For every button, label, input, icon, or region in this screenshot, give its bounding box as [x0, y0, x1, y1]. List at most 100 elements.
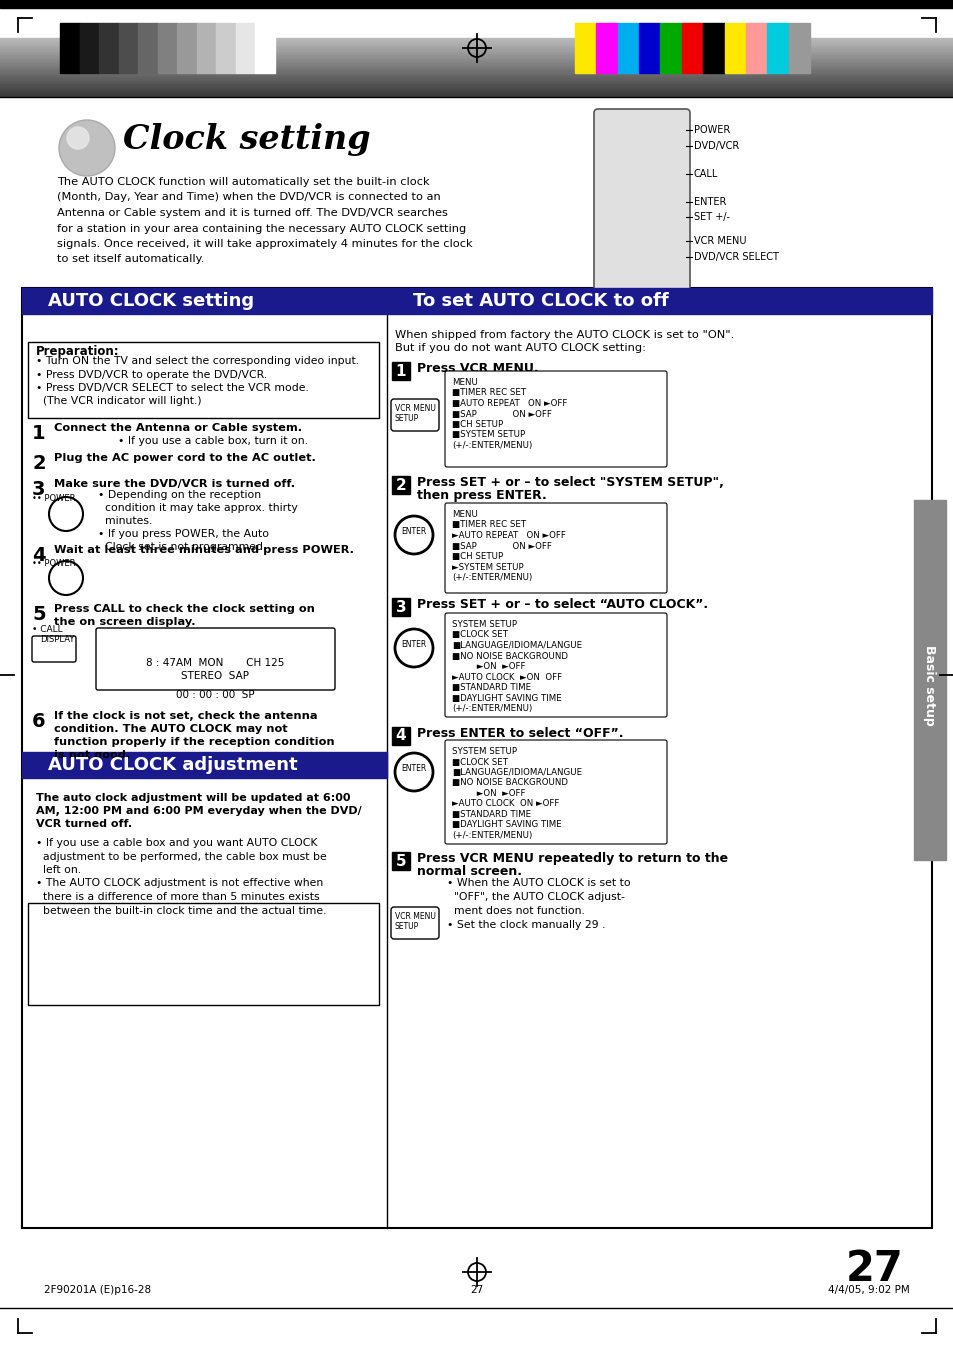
Bar [596, 23, 618, 73]
Text: Press VCR MENU.: Press VCR MENU. [416, 362, 538, 376]
Text: • Turn ON the TV and select the corresponding video input.: • Turn ON the TV and select the correspo… [36, 357, 358, 366]
Bar [157, 23, 177, 73]
FancyBboxPatch shape [444, 503, 666, 593]
Text: 1: 1 [395, 363, 406, 378]
Text: ■CH SETUP: ■CH SETUP [452, 420, 502, 430]
Text: function properly if the reception condition: function properly if the reception condi… [54, 738, 335, 747]
Text: ■CH SETUP: ■CH SETUP [452, 553, 502, 561]
Text: ■SYSTEM SETUP: ■SYSTEM SETUP [452, 431, 524, 439]
Text: ENTER: ENTER [401, 640, 426, 648]
Text: 8 : 47AM  MON       CH 125: 8 : 47AM MON CH 125 [146, 658, 284, 667]
Text: • If you use a cable box, turn it on.: • If you use a cable box, turn it on. [118, 436, 308, 446]
Text: Antenna or Cable system and it is turned off. The DVD/VCR searches: Antenna or Cable system and it is turned… [57, 208, 447, 218]
Bar [79, 23, 99, 73]
Text: 27: 27 [470, 1285, 483, 1296]
Text: • Press DVD/VCR to operate the DVD/VCR.: • Press DVD/VCR to operate the DVD/VCR. [36, 370, 267, 380]
Text: ■NO NOISE BACKGROUND: ■NO NOISE BACKGROUND [452, 778, 567, 788]
Bar [913, 500, 945, 861]
FancyBboxPatch shape [444, 613, 666, 717]
Text: 00 : 00 : 00  SP: 00 : 00 : 00 SP [175, 690, 254, 700]
Bar [22, 288, 387, 313]
Text: condition. The AUTO CLOCK may not: condition. The AUTO CLOCK may not [54, 724, 287, 734]
Text: to set itself automatically.: to set itself automatically. [57, 254, 204, 265]
Text: ►AUTO REPEAT   ON ►OFF: ►AUTO REPEAT ON ►OFF [452, 531, 565, 540]
Bar [196, 23, 216, 73]
Text: ■STANDARD TIME: ■STANDARD TIME [452, 811, 531, 819]
Text: AUTO CLOCK adjustment: AUTO CLOCK adjustment [48, 757, 297, 774]
Text: there is a difference of more than 5 minutes exists: there is a difference of more than 5 min… [36, 892, 319, 902]
Text: ■TIMER REC SET: ■TIMER REC SET [452, 520, 525, 530]
Text: Press SET + or – to select "SYSTEM SETUP",: Press SET + or – to select "SYSTEM SETUP… [416, 476, 723, 489]
Text: ■AUTO REPEAT   ON ►OFF: ■AUTO REPEAT ON ►OFF [452, 399, 567, 408]
Text: 2F90201A (E)p16-28: 2F90201A (E)p16-28 [44, 1285, 151, 1296]
Text: • CALL: • CALL [32, 626, 63, 634]
Text: ment does not function.: ment does not function. [447, 907, 584, 916]
Text: VCR MENU: VCR MENU [395, 912, 436, 921]
Text: SETUP: SETUP [395, 413, 418, 423]
Text: ■DAYLIGHT SAVING TIME: ■DAYLIGHT SAVING TIME [452, 820, 561, 830]
Text: then press ENTER.: then press ENTER. [416, 489, 546, 503]
Text: ■SAP             ON ►OFF: ■SAP ON ►OFF [452, 409, 551, 419]
Text: • If you press POWER, the Auto: • If you press POWER, the Auto [98, 530, 269, 539]
Text: STEREO  SAP: STEREO SAP [181, 671, 249, 681]
Text: ENTER: ENTER [401, 527, 426, 536]
FancyBboxPatch shape [391, 907, 438, 939]
Bar [177, 23, 196, 73]
Text: • If you use a cable box and you want AUTO CLOCK: • If you use a cable box and you want AU… [36, 838, 317, 848]
Bar [216, 23, 235, 73]
Bar [702, 23, 723, 73]
Text: minutes.: minutes. [98, 516, 152, 526]
Bar [28, 342, 378, 417]
Text: normal screen.: normal screen. [416, 865, 521, 878]
Bar [28, 902, 378, 1005]
Bar [723, 23, 745, 73]
Text: To set AUTO CLOCK to off: To set AUTO CLOCK to off [413, 292, 668, 309]
Text: 4: 4 [32, 546, 46, 565]
Text: Basic setup: Basic setup [923, 644, 936, 725]
Bar [118, 23, 138, 73]
Text: ■CLOCK SET: ■CLOCK SET [452, 631, 507, 639]
Text: ■SAP             ON ►OFF: ■SAP ON ►OFF [452, 542, 551, 550]
Text: The AUTO CLOCK function will automatically set the built-in clock: The AUTO CLOCK function will automatical… [57, 177, 429, 186]
Text: (+/-:ENTER/MENU): (+/-:ENTER/MENU) [452, 704, 532, 713]
Text: 1: 1 [32, 424, 46, 443]
Text: 2: 2 [395, 477, 406, 493]
Text: ■STANDARD TIME: ■STANDARD TIME [452, 684, 531, 692]
Bar [138, 23, 157, 73]
Text: 4: 4 [395, 728, 406, 743]
Text: SYSTEM SETUP: SYSTEM SETUP [452, 747, 517, 757]
Text: condition it may take approx. thirty: condition it may take approx. thirty [98, 503, 297, 513]
Text: DVD/VCR SELECT: DVD/VCR SELECT [693, 253, 778, 262]
Text: Press SET + or – to select “AUTO CLOCK”.: Press SET + or – to select “AUTO CLOCK”. [416, 598, 707, 611]
Text: ►AUTO CLOCK  ►ON  OFF: ►AUTO CLOCK ►ON OFF [452, 673, 561, 681]
Text: • The AUTO CLOCK adjustment is not effective when: • The AUTO CLOCK adjustment is not effec… [36, 878, 323, 889]
Bar [60, 23, 79, 73]
Text: The auto clock adjustment will be updated at 6:00: The auto clock adjustment will be update… [36, 793, 350, 802]
Text: VCR turned off.: VCR turned off. [36, 819, 132, 830]
Text: CALL: CALL [693, 169, 718, 178]
Text: If the clock is not set, check the antenna: If the clock is not set, check the anten… [54, 711, 317, 721]
Text: VCR MENU: VCR MENU [395, 404, 436, 413]
Text: AM, 12:00 PM and 6:00 PM everyday when the DVD/: AM, 12:00 PM and 6:00 PM everyday when t… [36, 807, 361, 816]
Text: Preparation:: Preparation: [36, 345, 119, 358]
Bar [22, 753, 387, 778]
FancyBboxPatch shape [96, 628, 335, 690]
Bar [392, 727, 410, 744]
Text: ■LANGUAGE/IDIOMA/LANGUE: ■LANGUAGE/IDIOMA/LANGUE [452, 767, 581, 777]
Text: Wait at least three minutes and press POWER.: Wait at least three minutes and press PO… [54, 544, 354, 555]
Text: VCR MENU: VCR MENU [693, 236, 745, 246]
Text: is not good.: is not good. [54, 750, 131, 761]
Text: the on screen display.: the on screen display. [54, 617, 195, 627]
Text: left on.: left on. [36, 865, 81, 875]
Text: "OFF", the AUTO CLOCK adjust-: "OFF", the AUTO CLOCK adjust- [447, 892, 624, 902]
Bar [575, 23, 596, 73]
Bar [788, 23, 809, 73]
Text: Press CALL to check the clock setting on: Press CALL to check the clock setting on [54, 604, 314, 613]
Bar [681, 23, 702, 73]
Bar [255, 23, 274, 73]
Circle shape [59, 120, 115, 176]
Text: • Depending on the reception: • Depending on the reception [98, 490, 261, 500]
Text: Press ENTER to select “OFF”.: Press ENTER to select “OFF”. [416, 727, 623, 740]
Text: Connect the Antenna or Cable system.: Connect the Antenna or Cable system. [54, 423, 302, 434]
Text: between the built-in clock time and the actual time.: between the built-in clock time and the … [36, 905, 326, 916]
